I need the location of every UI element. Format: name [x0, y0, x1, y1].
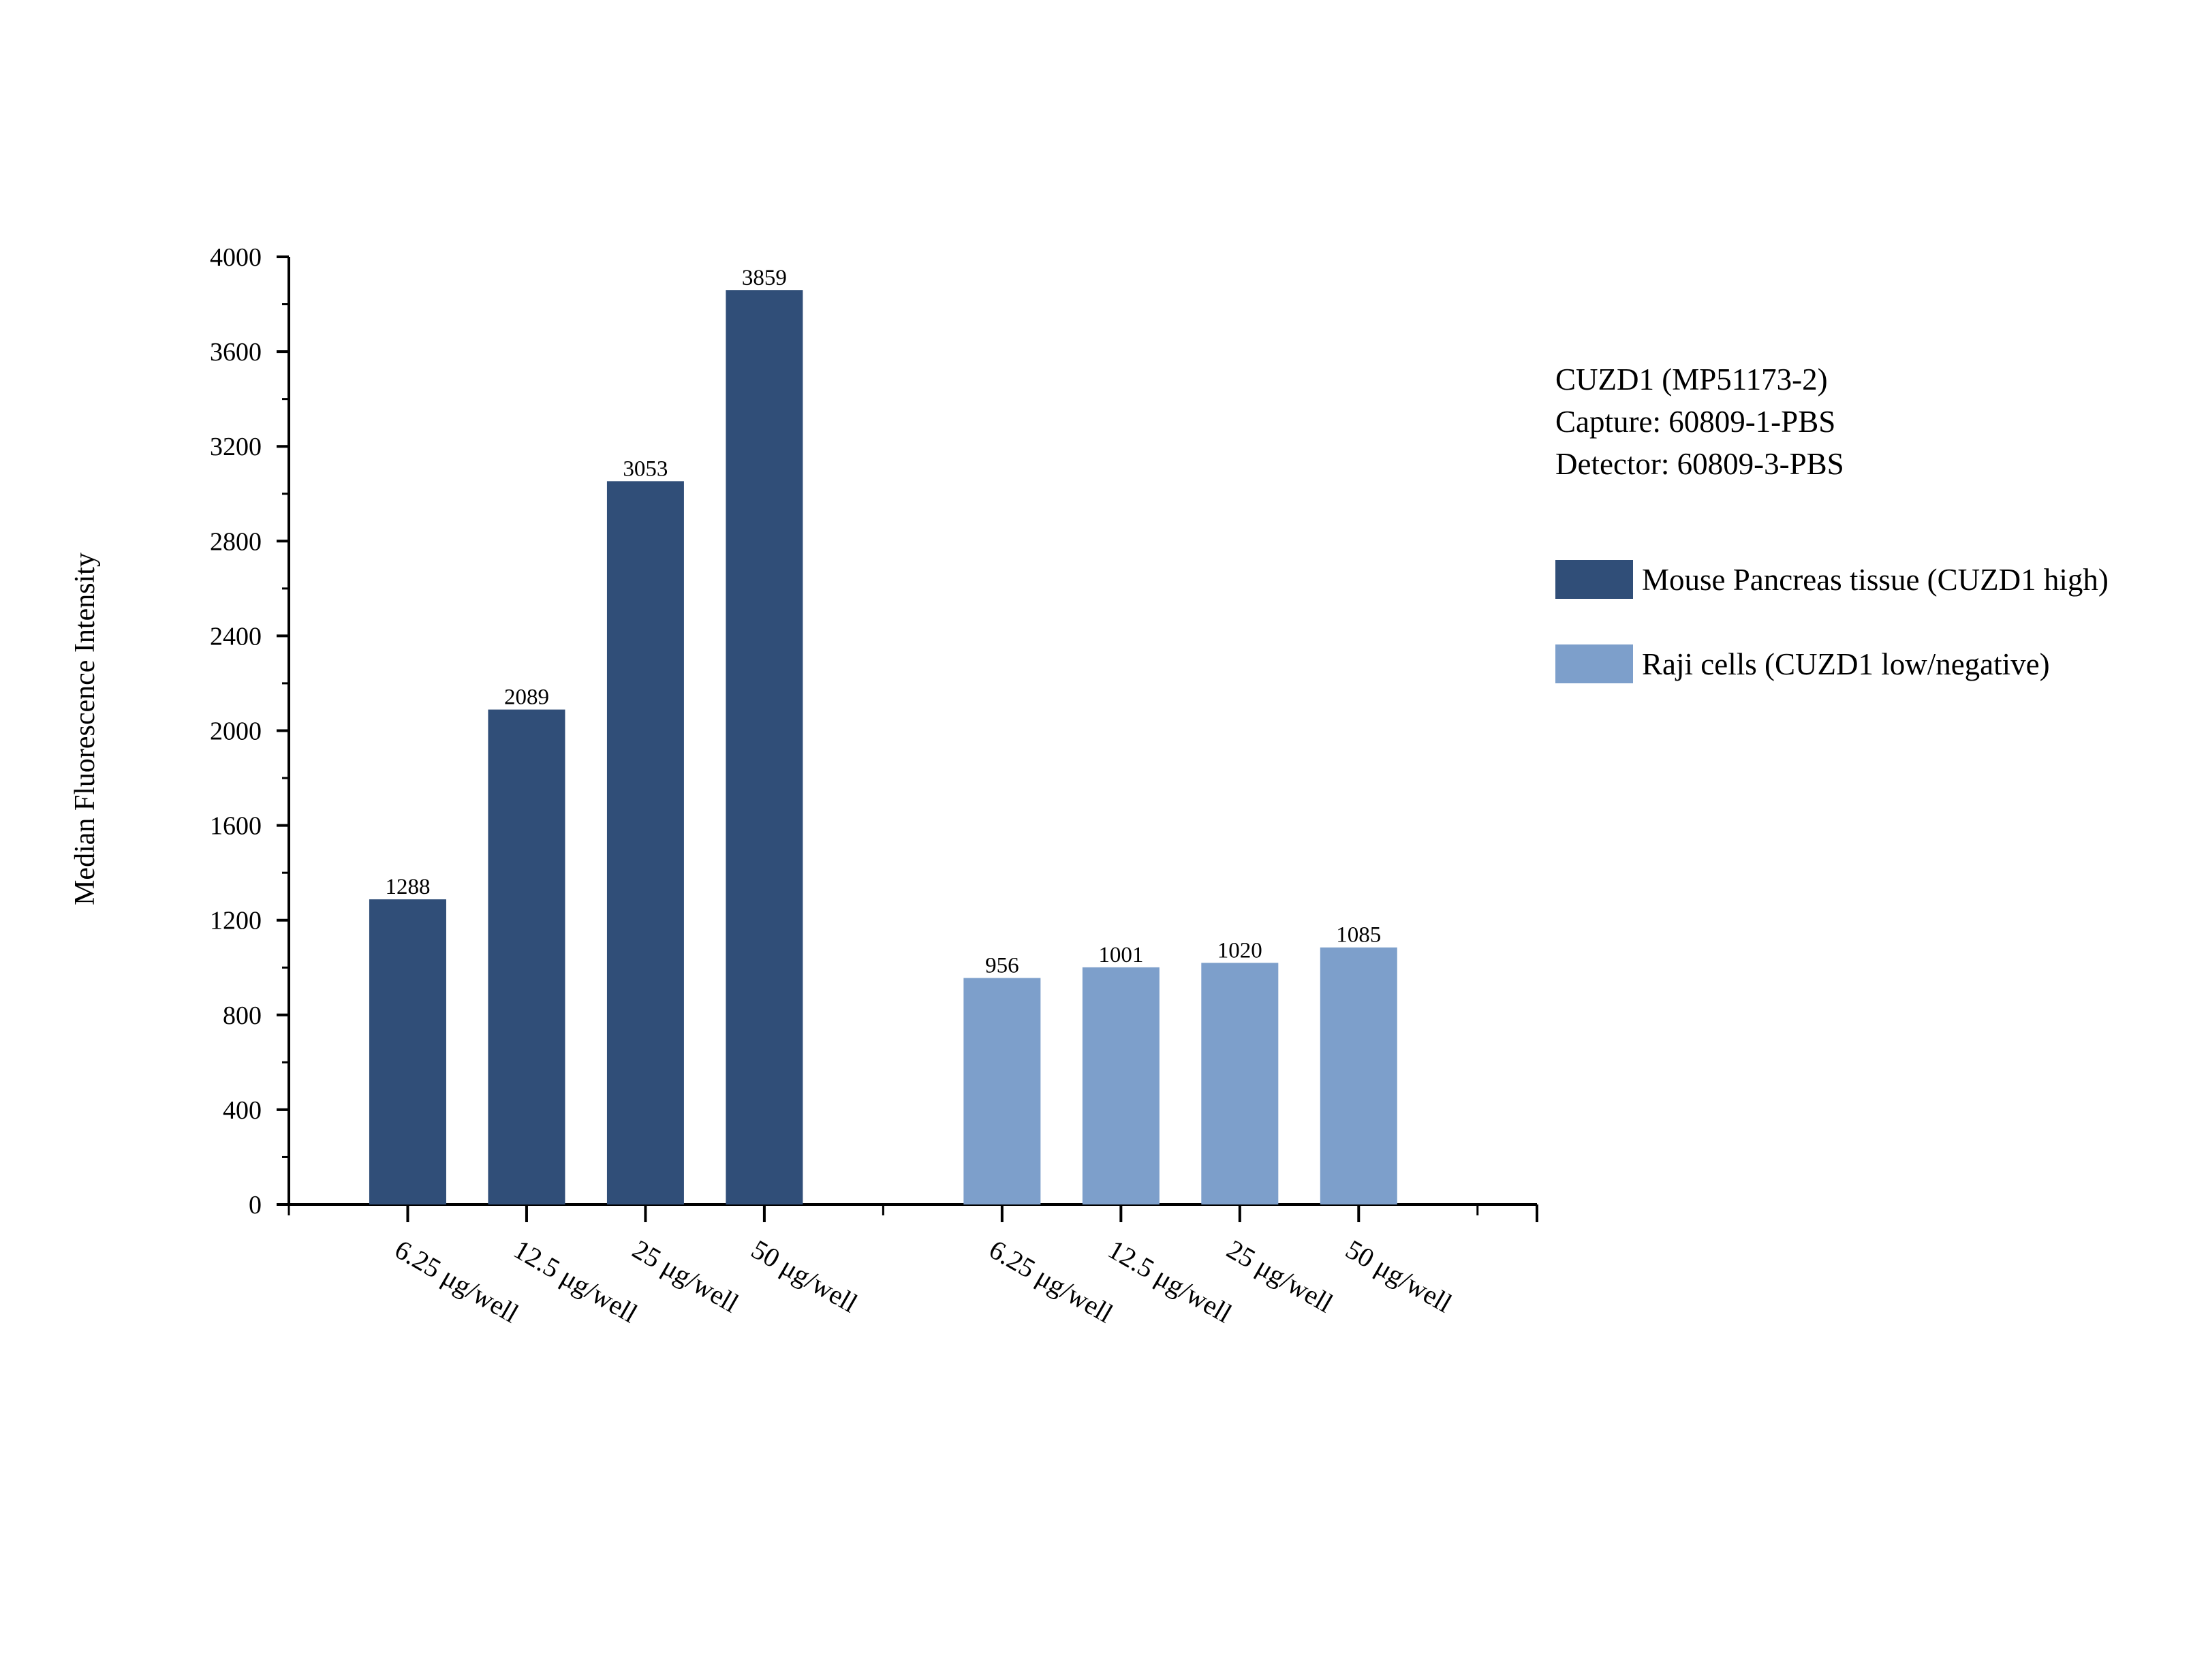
bar-pancreas: [488, 709, 565, 1204]
bar-raji: [1320, 947, 1397, 1204]
bar-raji: [1201, 963, 1279, 1204]
data-label: 2089: [504, 685, 549, 710]
x-tick-label: 25 μg/well: [1222, 1234, 1338, 1319]
bar-pancreas: [726, 290, 803, 1205]
x-tick-label: 25 μg/well: [627, 1234, 744, 1319]
legend-swatch: [1555, 644, 1633, 683]
y-axis-label: Median Fluorescence Intensity: [69, 553, 101, 905]
y-tick-label: 400: [223, 1096, 262, 1125]
legend-swatch: [1555, 560, 1633, 599]
info-line: Detector: 60809-3-PBS: [1555, 447, 1844, 481]
info-line: Capture: 60809-1-PBS: [1555, 405, 1835, 439]
data-label: 3053: [623, 456, 668, 481]
bar-raji: [963, 978, 1041, 1204]
bar-pancreas: [606, 481, 684, 1204]
data-label: 1288: [385, 875, 430, 899]
x-tick-label: 6.25 μg/well: [984, 1234, 1118, 1329]
y-tick-label: 800: [223, 1001, 262, 1030]
x-tick-label: 12.5 μg/well: [1103, 1234, 1237, 1329]
y-tick-label: 1600: [210, 812, 262, 841]
data-label: 1001: [1098, 943, 1143, 967]
data-label: 3859: [742, 266, 787, 290]
info-box: CUZD1 (MP51173-2) Capture: 60809-1-PBS Det…: [1555, 362, 1844, 481]
bar-pancreas: [369, 899, 446, 1204]
data-label: 1085: [1336, 923, 1381, 948]
data-label: 956: [985, 954, 1019, 978]
x-tick-label: 6.25 μg/well: [390, 1234, 524, 1329]
legend-entry: Raji cells (CUZD1 low/negative): [1642, 647, 2050, 681]
y-tick-label: 2000: [210, 717, 262, 746]
legend-entry: Mouse Pancreas tissue (CUZD1 high): [1642, 563, 2109, 597]
y-tick-label: 3600: [210, 338, 262, 367]
y-tick-label: 1200: [210, 907, 262, 935]
bars: [369, 290, 1397, 1205]
x-tick-label: 12.5 μg/well: [508, 1234, 642, 1329]
y-tick-label: 4000: [210, 243, 262, 272]
legend: Mouse Pancreas tissue (CUZD1 high) Raji c…: [1555, 560, 2109, 683]
y-tick-label: 2800: [210, 527, 262, 556]
x-tick-label: 50 μg/well: [746, 1234, 863, 1319]
y-tick-label: 0: [249, 1191, 262, 1219]
bar-raji: [1082, 967, 1160, 1204]
x-tick-label: 50 μg/well: [1341, 1234, 1457, 1319]
data-label: 1020: [1217, 938, 1262, 963]
y-tick-label: 3200: [210, 433, 262, 461]
y-tick-label: 2400: [210, 622, 262, 651]
info-line: CUZD1 (MP51173-2): [1555, 362, 1828, 396]
